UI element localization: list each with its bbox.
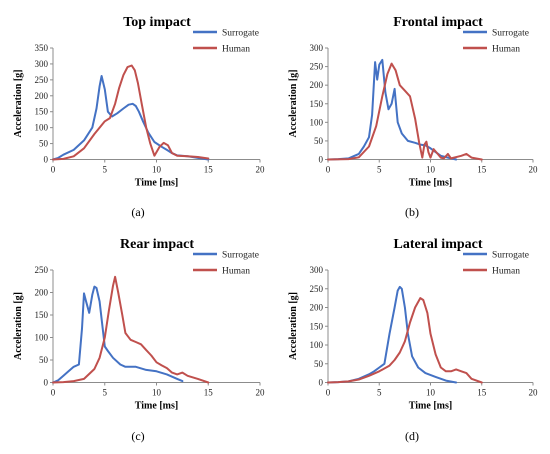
- chart-3-x-tick-label: 15: [204, 388, 214, 398]
- chart-4-y-tick-label: 200: [310, 303, 324, 313]
- chart-4-series-human-line: [327, 297, 483, 384]
- chart-4-legend-label-human: Human: [492, 267, 520, 277]
- chart-2-x-tick-label: 10: [426, 165, 436, 175]
- chart-3-y-tick-label: 0: [44, 378, 49, 388]
- chart-2-x-tick-label: 15: [477, 165, 487, 175]
- chart-2-x-tick-label: 20: [529, 165, 539, 175]
- chart-2-series-human-line: [327, 62, 483, 161]
- chart-4-y-tick-label: 50: [314, 359, 324, 369]
- chart-1-x-tick-label: 10: [152, 165, 162, 175]
- chart-4-title: Lateral impact: [393, 237, 482, 252]
- chart-4-y-tick-label: 250: [310, 284, 324, 294]
- chart-3-y-tick-label: 250: [35, 265, 49, 275]
- chart-2-x-tick-label: 0: [326, 165, 331, 175]
- chart-2-x-tick-label: 5: [377, 165, 382, 175]
- chart-3-y-tick-label: 50: [39, 355, 49, 365]
- chart-2-y-tick-label: 150: [310, 99, 324, 109]
- chart-3-x-axis-label: Time [ms]: [135, 401, 178, 412]
- chart-3-legend-label-human: Human: [222, 267, 250, 277]
- chart-3-legend-label-surrogate: Surrogate: [222, 251, 259, 261]
- chart-3-x-tick-label: 20: [256, 388, 266, 398]
- chart-2-series-surrogate-line: [327, 58, 458, 161]
- chart-4-panel-label: (d): [405, 429, 419, 443]
- chart-4-y-axis-label: Acceleration [g]: [288, 292, 299, 360]
- chart-2-y-tick-label: 50: [314, 136, 324, 146]
- chart-3-panel-label: (c): [131, 429, 144, 443]
- chart-1-y-tick-label: 50: [39, 139, 49, 149]
- chart-2-y-tick-label: 200: [310, 80, 324, 90]
- chart-3-y-axis-label: Acceleration [g]: [13, 292, 24, 360]
- chart-1-title: Top impact: [123, 15, 191, 30]
- chart-1-x-tick-label: 15: [204, 165, 214, 175]
- chart-1-y-tick-label: 350: [35, 43, 49, 53]
- chart-1-y-axis-label: Acceleration [g]: [13, 69, 24, 137]
- chart-1-legend-label-surrogate: Surrogate: [222, 29, 259, 39]
- chart-4-y-tick-label: 300: [310, 265, 324, 275]
- chart-3-title: Rear impact: [120, 237, 194, 252]
- chart-3-x-tick-label: 10: [152, 388, 162, 398]
- chart-1-panel-label: (a): [131, 205, 144, 219]
- chart-2-legend-label-surrogate: Surrogate: [492, 29, 529, 39]
- chart-1-x-tick-label: 20: [256, 165, 266, 175]
- chart-4-legend-label-surrogate: Surrogate: [492, 251, 529, 261]
- chart-3-series-human-line: [52, 275, 210, 384]
- chart-1-y-tick-label: 0: [44, 155, 49, 165]
- chart-1-y-tick-label: 250: [35, 75, 49, 85]
- chart-1-legend-label-human: Human: [222, 45, 250, 55]
- chart-1-y-tick-label: 200: [35, 91, 49, 101]
- chart-4-y-tick-label: 150: [310, 321, 324, 331]
- chart-1-y-tick-label: 150: [35, 107, 49, 117]
- chart-4-x-tick-label: 5: [377, 388, 382, 398]
- chart-4-x-tick-label: 20: [529, 388, 539, 398]
- chart-1-y-tick-label: 100: [35, 123, 49, 133]
- chart-1-series-surrogate-line: [52, 75, 210, 161]
- chart-4-x-tick-label: 10: [426, 388, 436, 398]
- chart-2-y-tick-label: 300: [310, 43, 324, 53]
- chart-3-y-tick-label: 100: [35, 333, 49, 343]
- chart-2-legend-label-human: Human: [492, 45, 520, 55]
- chart-2-x-axis-label: Time [ms]: [409, 178, 452, 189]
- chart-1-x-tick-label: 5: [103, 165, 108, 175]
- chart-2-y-tick-label: 250: [310, 62, 324, 72]
- chart-1-series-human-line: [52, 64, 210, 161]
- chart-2-panel-label: (b): [405, 205, 419, 219]
- chart-2-y-axis-label: Acceleration [g]: [288, 69, 299, 137]
- chart-3-x-tick-label: 5: [103, 388, 108, 398]
- chart-1-y-tick-label: 300: [35, 59, 49, 69]
- chart-2-y-tick-label: 100: [310, 117, 324, 127]
- chart-3-series-surrogate-line: [52, 285, 184, 384]
- chart-4-series-surrogate-line: [327, 285, 458, 384]
- chart-4-x-axis-label: Time [ms]: [409, 401, 452, 412]
- chart-1-x-axis-label: Time [ms]: [135, 178, 178, 189]
- chart-1-x-tick-label: 0: [51, 165, 56, 175]
- chart-2-y-tick-label: 0: [319, 155, 324, 165]
- chart-2-title: Frontal impact: [393, 15, 483, 30]
- chart-3-y-tick-label: 150: [35, 310, 49, 320]
- chart-4-x-tick-label: 0: [326, 388, 331, 398]
- chart-4-y-tick-label: 100: [310, 340, 324, 350]
- chart-4-x-tick-label: 15: [477, 388, 487, 398]
- chart-3-y-tick-label: 200: [35, 288, 49, 298]
- chart-4-y-tick-label: 0: [319, 378, 324, 388]
- chart-3-x-tick-label: 0: [51, 388, 56, 398]
